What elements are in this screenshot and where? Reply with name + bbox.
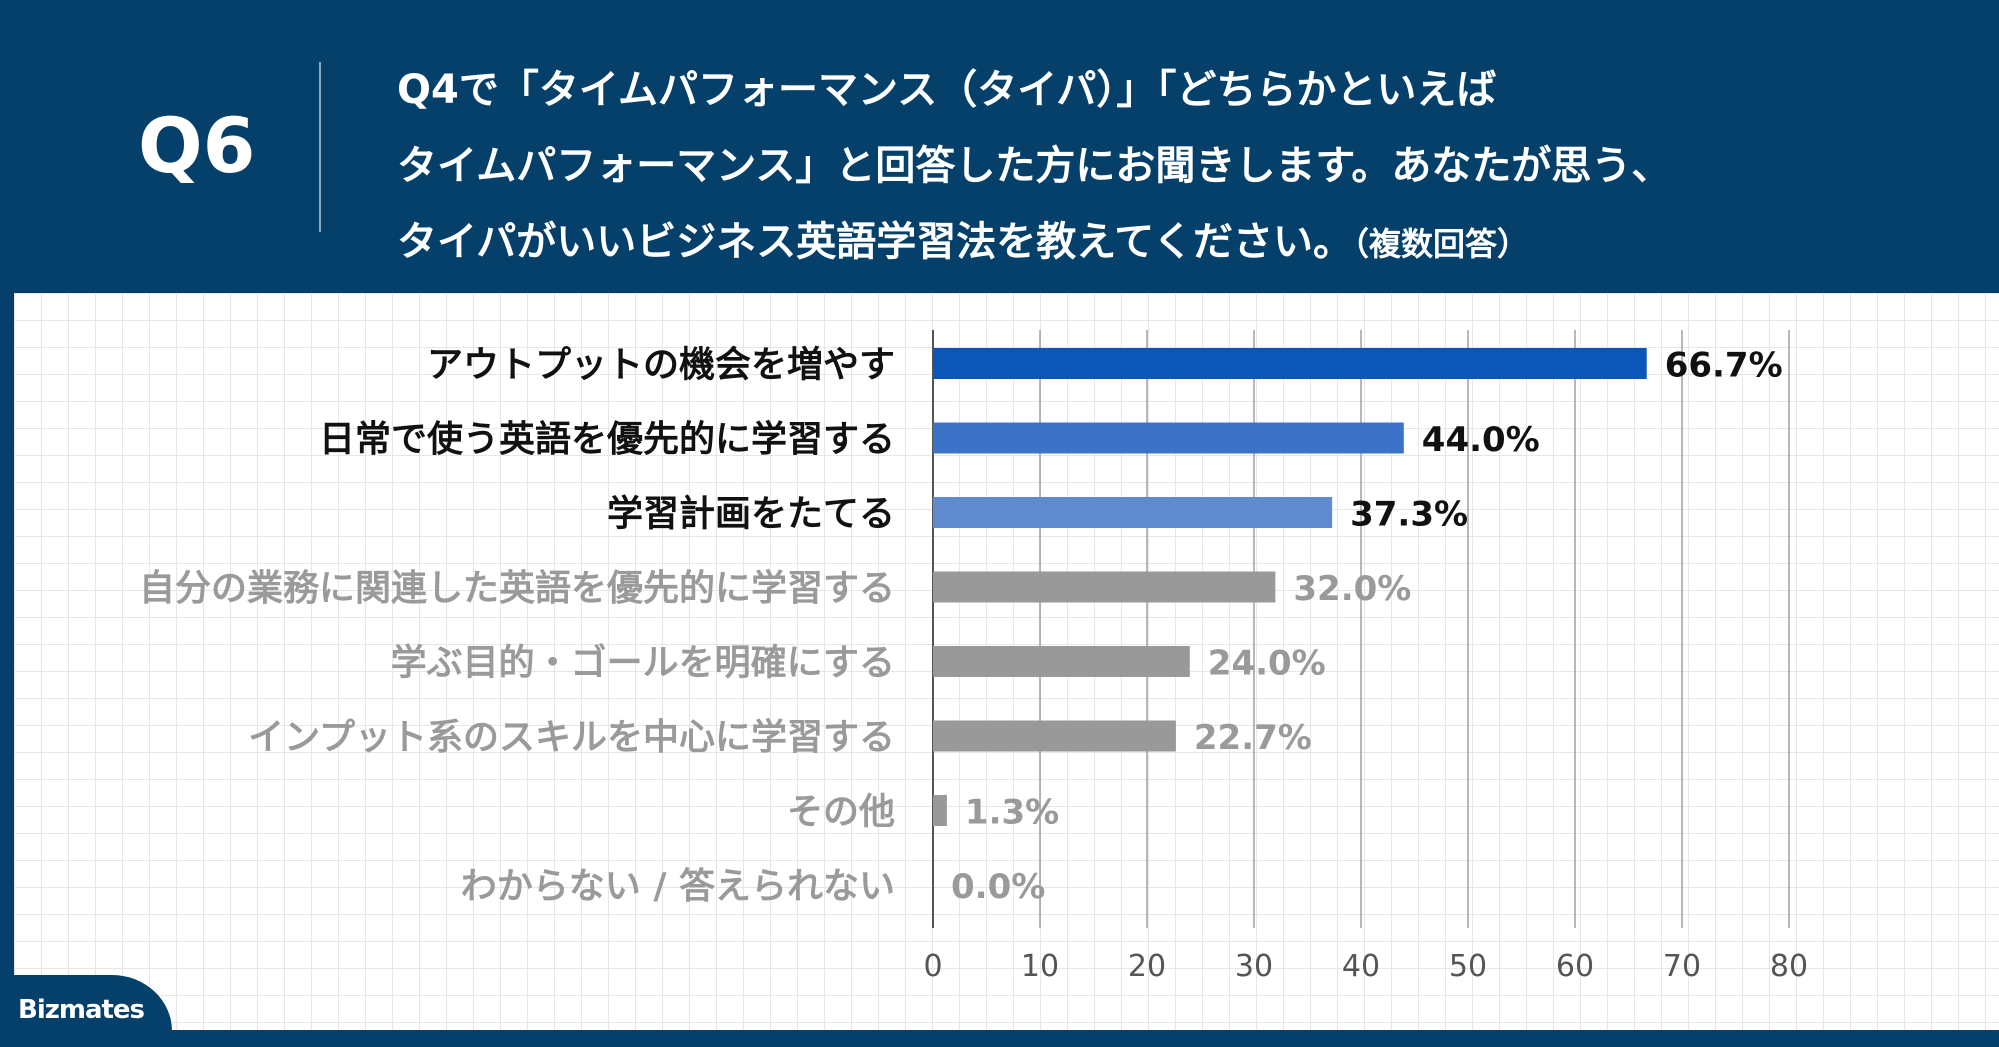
- x-tick-label: 0: [923, 949, 942, 984]
- question-text: Q4で「タイムパフォーマンス（タイパ）」「どちらかといえば タイムパフォーマンス…: [397, 52, 1967, 282]
- value-label: 37.3%: [1350, 495, 1468, 535]
- question-note: （複数回答）: [1353, 225, 1530, 263]
- category-label: 日常で使う英語を優先的に学習する: [319, 418, 895, 460]
- x-tick-label: 60: [1556, 949, 1594, 984]
- header-divider: [319, 62, 321, 232]
- x-tick-label: 80: [1770, 949, 1808, 984]
- value-label: 1.3%: [965, 793, 1059, 833]
- brand-badge: Bizmates: [0, 975, 172, 1047]
- value-label: 24.0%: [1208, 644, 1326, 684]
- category-label: アウトプットの機会を増やす: [427, 345, 895, 386]
- bar: [933, 422, 1404, 454]
- question-line-2: タイムパフォーマンス」と回答した方にお聞きします。あなたが思う、: [397, 143, 1672, 189]
- category-label: わからない / 答えられない: [461, 866, 895, 907]
- bar: [933, 571, 1276, 603]
- x-tick-label: 20: [1128, 949, 1166, 984]
- category-label: 学ぶ目的・ゴールを明確にする: [391, 642, 895, 684]
- bar: [933, 497, 1333, 528]
- question-header: Q6 Q4で「タイムパフォーマンス（タイパ）」「どちらかといえば タイムパフォー…: [0, 0, 1999, 292]
- value-label: 22.7%: [1194, 718, 1312, 758]
- x-tick-label: 30: [1235, 949, 1273, 984]
- question-line-3: タイパがいいビジネス英語学習法を教えてください。（複数回答）: [397, 204, 1967, 282]
- category-label: インプット系のスキルを中心に学習する: [248, 716, 895, 758]
- brand-logo: Bizmates: [18, 995, 145, 1025]
- bar: [933, 348, 1647, 379]
- bar: [933, 795, 947, 826]
- x-tick-label: 40: [1342, 949, 1380, 984]
- category-label: 自分の業務に関連した英語を優先的に学習する: [139, 567, 895, 609]
- value-label: 44.0%: [1422, 420, 1540, 460]
- chart-panel: [14, 293, 1999, 1030]
- x-tick-label: 70: [1663, 949, 1701, 984]
- x-tick-label: 50: [1449, 949, 1487, 984]
- question-line-3-text: タイパがいいビジネス英語学習法を教えてください。: [397, 219, 1353, 265]
- category-label: その他: [787, 792, 895, 833]
- category-label: 学習計画をたてる: [607, 493, 895, 535]
- bar: [933, 646, 1190, 677]
- value-label: 66.7%: [1665, 346, 1783, 386]
- x-tick-label: 10: [1021, 949, 1059, 984]
- value-label: 32.0%: [1293, 569, 1411, 609]
- value-label: 0.0%: [951, 867, 1045, 907]
- question-number: Q6: [138, 101, 256, 190]
- question-line-1: Q4で「タイムパフォーマンス（タイパ）」「どちらかといえば: [397, 67, 1497, 113]
- bar: [933, 720, 1176, 752]
